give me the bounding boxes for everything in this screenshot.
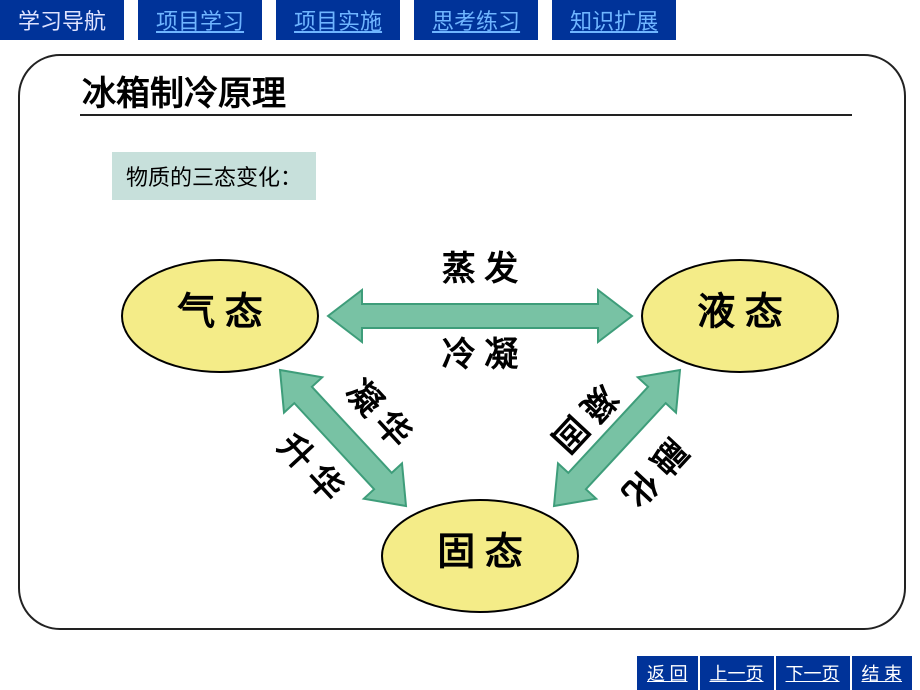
nav-tab[interactable]: 学习导航 xyxy=(0,0,124,40)
node-label: 液 态 xyxy=(697,292,783,334)
nav-tab[interactable]: 思考练习 xyxy=(414,0,538,40)
footer-nav: 返 回上一页下一页结 束 xyxy=(0,656,920,690)
diagram-edge: 凝 固融 化 xyxy=(544,370,694,513)
node-label: 气 态 xyxy=(177,292,263,334)
content-panel-wrap: 冰箱制冷原理 物质的三态变化： 蒸 发冷 凝凝 华升 华凝 固融 化 气 态 液 态… xyxy=(18,54,902,626)
footer-button[interactable]: 结 束 xyxy=(852,656,913,690)
node-label: 固 态 xyxy=(437,532,523,574)
diagram-node-solid: 固 态 xyxy=(382,500,578,612)
nav-tab[interactable]: 项目实施 xyxy=(276,0,400,40)
page-subtitle: 物质的三态变化： xyxy=(112,152,316,200)
edge-label: 冷 凝 xyxy=(442,336,519,374)
content-panel: 冰箱制冷原理 物质的三态变化： 蒸 发冷 凝凝 华升 华凝 固融 化 气 态 液 态… xyxy=(18,54,906,630)
page-title: 冰箱制冷原理 xyxy=(82,66,286,115)
diagram-edge: 蒸 发冷 凝 xyxy=(328,250,632,374)
footer-button[interactable]: 下一页 xyxy=(776,656,850,690)
diagram-node-gas: 气 态 xyxy=(122,260,318,372)
title-underline xyxy=(80,114,852,116)
top-nav: 学习导航项目学习项目实施思考练习知识扩展 xyxy=(0,0,920,40)
edge-label: 蒸 发 xyxy=(442,250,519,288)
footer-button[interactable]: 上一页 xyxy=(700,656,774,690)
diagram-node-liquid: 液 态 xyxy=(642,260,838,372)
footer-button[interactable]: 返 回 xyxy=(637,656,698,690)
diagram-edge: 凝 华升 华 xyxy=(270,370,418,509)
nav-tab[interactable]: 项目学习 xyxy=(138,0,262,40)
nav-tab[interactable]: 知识扩展 xyxy=(552,0,676,40)
state-diagram: 蒸 发冷 凝凝 华升 华凝 固融 化 气 态 液 态固 态 xyxy=(80,206,860,616)
